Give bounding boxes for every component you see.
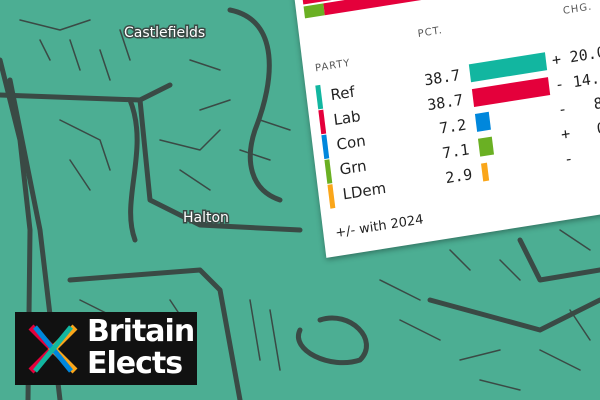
party-name: Grn [338,156,368,179]
party-name: Con [335,131,367,154]
logo: Britain Elects [15,312,197,385]
major-roads [0,7,600,400]
party-chg: + 0 [560,118,600,144]
party-pct: 2.9 [444,165,474,188]
current-bar [303,0,598,19]
pct-bar [481,162,489,182]
party-chg: + 20.0 [550,42,600,70]
header: PCT. [417,25,444,40]
footer: +/- with 2024 [334,212,425,242]
party-color [315,84,324,110]
place-label: Castlefields [124,25,205,41]
header: PARTY [314,57,352,75]
party-color [318,109,327,135]
party-color [324,159,333,184]
logo-text: Britain [87,314,195,349]
logo-icon [28,324,78,374]
pct-bar [477,136,495,157]
party-chg: - 8 [556,93,600,119]
party-chg: - 14. [553,69,600,95]
party-color [321,134,330,160]
party-name: Lab [332,106,362,130]
minor-roads [19,19,591,391]
place-label: Halton [183,210,229,226]
party-color [327,184,336,209]
party-chg: - [563,149,575,169]
party-name: Ref [329,82,356,105]
header: CHG. [562,1,593,17]
pct-bar [474,111,492,132]
results-card: PARTY PCT. CHG. Ref 38.7 + 20.0 Lab 38.7- 14… [292,0,600,258]
party-name: LDem [341,178,388,204]
logo-text: Elects [87,346,183,381]
